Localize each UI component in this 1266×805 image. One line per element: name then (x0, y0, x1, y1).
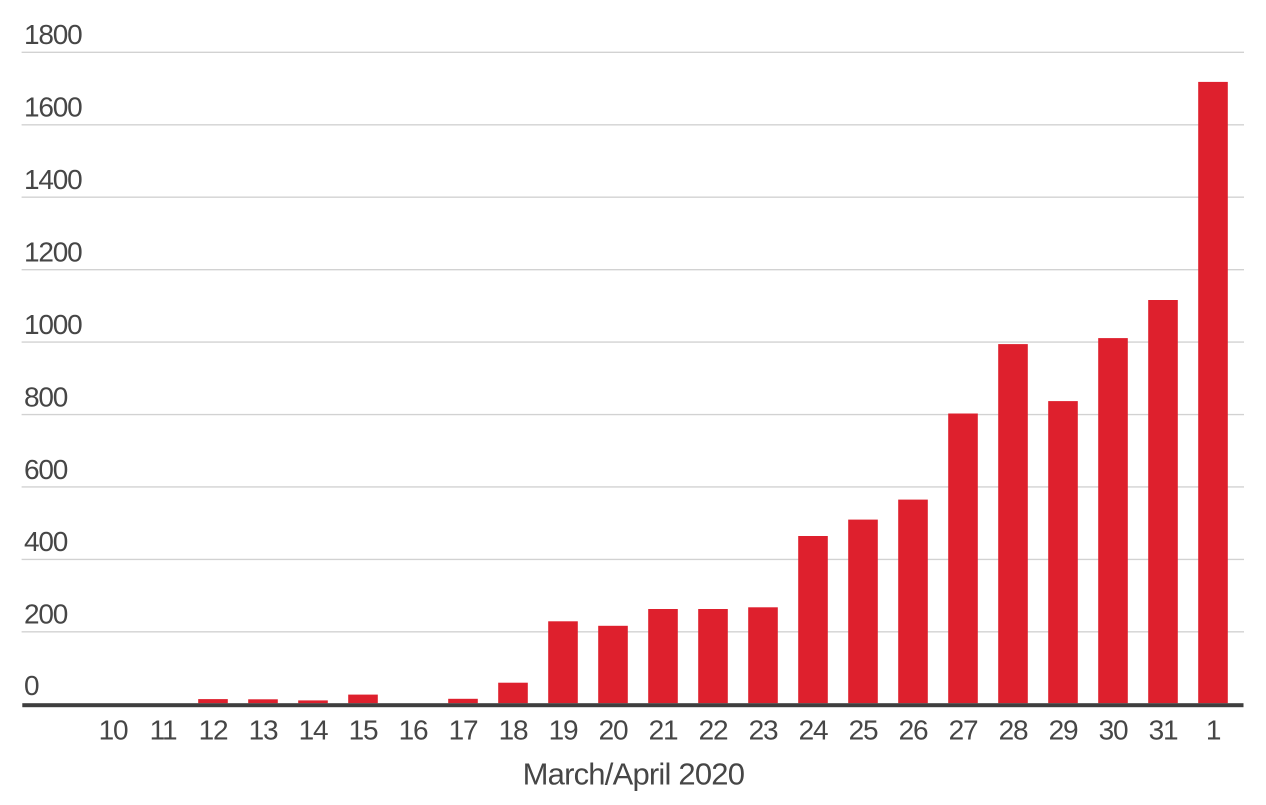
svg-text:28: 28 (999, 715, 1028, 746)
svg-text:24: 24 (799, 715, 828, 746)
svg-text:200: 200 (24, 599, 68, 630)
svg-text:14: 14 (299, 715, 328, 746)
svg-text:800: 800 (24, 381, 68, 412)
svg-text:30: 30 (1099, 715, 1128, 746)
svg-text:1200: 1200 (24, 237, 82, 268)
svg-text:13: 13 (249, 715, 278, 746)
svg-text:1800: 1800 (24, 19, 82, 50)
svg-text:March/April 2020: March/April 2020 (523, 756, 745, 791)
svg-text:1600: 1600 (24, 92, 82, 123)
svg-text:26: 26 (899, 715, 928, 746)
svg-text:23: 23 (749, 715, 778, 746)
svg-text:25: 25 (849, 715, 878, 746)
svg-text:600: 600 (24, 454, 68, 485)
svg-text:16: 16 (399, 715, 428, 746)
svg-text:12: 12 (199, 715, 228, 746)
svg-text:11: 11 (150, 715, 177, 746)
svg-text:1400: 1400 (24, 164, 82, 195)
svg-text:17: 17 (449, 715, 478, 746)
svg-text:0: 0 (24, 670, 39, 701)
svg-text:18: 18 (499, 715, 528, 746)
svg-text:10: 10 (99, 715, 128, 746)
svg-text:31: 31 (1149, 715, 1178, 746)
svg-text:15: 15 (349, 715, 378, 746)
svg-text:1000: 1000 (24, 309, 82, 340)
svg-text:20: 20 (599, 715, 628, 746)
svg-text:1: 1 (1206, 715, 1221, 746)
svg-text:27: 27 (949, 715, 978, 746)
svg-text:29: 29 (1049, 715, 1078, 746)
svg-text:21: 21 (649, 715, 678, 746)
svg-text:19: 19 (549, 715, 578, 746)
svg-text:400: 400 (24, 526, 68, 557)
svg-text:22: 22 (699, 715, 728, 746)
